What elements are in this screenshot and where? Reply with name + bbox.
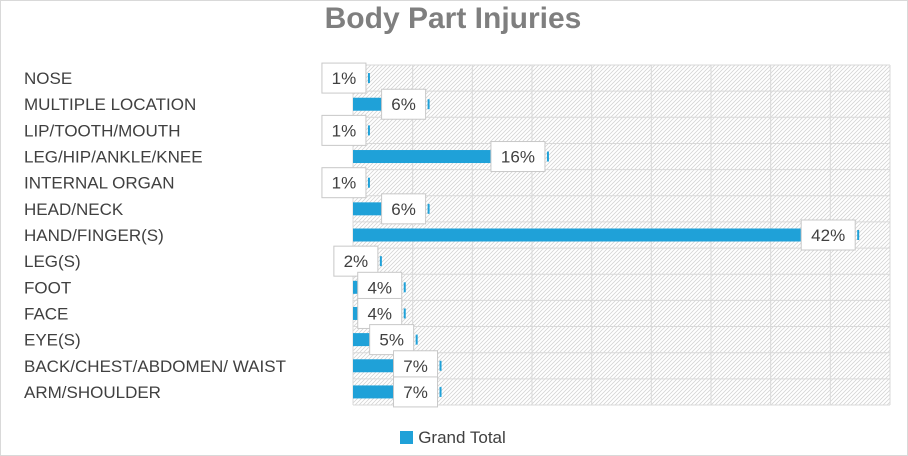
data-label: 6% <box>391 95 416 114</box>
data-label: 16% <box>501 148 535 167</box>
category-label: INTERNAL ORGAN <box>24 174 175 193</box>
bar-end-marker <box>367 125 370 136</box>
data-label: 4% <box>367 278 392 297</box>
category-label: BACK/CHEST/ABDOMEN/ WAIST <box>24 357 286 376</box>
bar-end-marker <box>367 177 370 188</box>
data-label: 1% <box>332 121 357 140</box>
data-label-box <box>381 193 427 225</box>
category-label: LEG/HIP/ANKLE/KNEE <box>24 148 203 167</box>
data-label: 1% <box>332 174 357 193</box>
data-label-box <box>393 376 439 408</box>
bar-end-marker <box>403 282 406 293</box>
data-label: 5% <box>379 331 404 350</box>
bar-end-marker <box>546 151 549 162</box>
category-label: EYE(S) <box>24 331 81 350</box>
data-label-box <box>333 245 379 277</box>
bar-end-marker <box>857 230 860 240</box>
data-label: 4% <box>367 304 392 323</box>
data-label: 6% <box>391 200 416 219</box>
data-label: 7% <box>403 357 428 376</box>
data-label-box <box>321 114 367 146</box>
data-label: 1% <box>332 69 357 88</box>
bar-end-marker <box>439 360 442 371</box>
data-label-box <box>381 88 427 120</box>
category-label: HAND/FINGER(S) <box>24 226 164 245</box>
data-label: 42% <box>811 226 845 245</box>
bar-end-marker <box>403 308 406 319</box>
legend-swatch <box>400 431 414 444</box>
bar-end-marker <box>427 203 430 214</box>
data-label-box <box>490 141 546 173</box>
data-label-box <box>369 324 415 356</box>
chart-title: Body Part Injuries <box>324 2 582 35</box>
data-label-box <box>357 271 403 303</box>
bar-end-marker <box>415 334 418 345</box>
bar-end-marker <box>427 99 430 110</box>
bar[interactable] <box>353 228 855 242</box>
bar-end-marker <box>379 256 382 267</box>
data-label-box <box>321 167 367 199</box>
category-label: FACE <box>24 304 68 323</box>
bar-end-marker <box>439 386 442 397</box>
category-label: LIP/TOOTH/MOUTH <box>24 121 180 140</box>
legend: Grand Total <box>0 428 906 448</box>
category-label: FOOT <box>24 278 71 297</box>
data-label: 2% <box>344 252 369 271</box>
category-label: NOSE <box>24 69 72 88</box>
bar-end-marker <box>367 73 370 84</box>
category-label: ARM/SHOULDER <box>24 383 161 402</box>
legend-label: Grand Total <box>418 428 506 447</box>
category-label: LEG(S) <box>24 252 81 271</box>
data-label: 7% <box>403 383 428 402</box>
category-label: MULTIPLE LOCATION <box>24 95 196 114</box>
data-label-box <box>800 219 856 251</box>
data-label-box <box>321 62 367 94</box>
category-label: HEAD/NECK <box>24 200 124 219</box>
